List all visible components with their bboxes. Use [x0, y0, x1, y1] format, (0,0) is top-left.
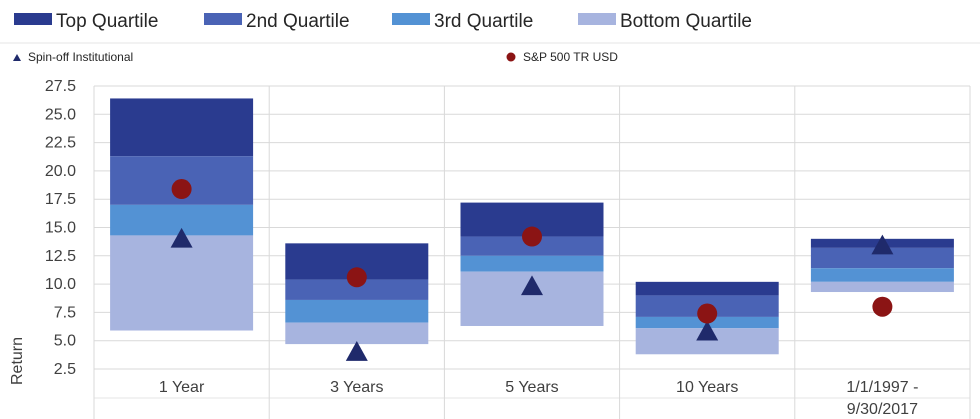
bottom-quartile-segment	[110, 235, 254, 331]
y-tick-label: 20.0	[45, 163, 76, 180]
legend-label: Spin-off Institutional	[28, 50, 133, 64]
legend-label: 2nd Quartile	[246, 11, 350, 32]
legend-label: Top Quartile	[56, 11, 158, 32]
quartile-bars	[110, 98, 954, 355]
y-axis-title: Return	[9, 337, 26, 385]
y-tick-label: 5.0	[54, 333, 76, 350]
top-quartile-segment	[110, 98, 254, 157]
legend-circle-icon	[506, 52, 516, 62]
x-tick-label: 5 Years	[505, 379, 558, 396]
sp500-marker	[697, 303, 718, 324]
sp500-marker	[346, 267, 367, 288]
x-tick-label: 10 Years	[676, 379, 738, 396]
y-tick-label: 12.5	[45, 248, 76, 265]
y-tick-label: 7.5	[54, 304, 76, 321]
x-tick-label: 1/1/1997 -9/30/2017	[846, 379, 918, 418]
legend-label: Bottom Quartile	[620, 11, 752, 32]
sp500-marker	[872, 296, 893, 317]
sp500-marker	[171, 179, 192, 200]
y-tick-label: 10.0	[45, 276, 76, 293]
legend-triangle-icon	[13, 54, 21, 61]
spin-off-institutional-marker	[345, 341, 368, 361]
legend-swatch	[578, 13, 616, 25]
bottom-quartile-segment	[285, 322, 429, 345]
spin-off-institutional-marker	[521, 275, 543, 296]
spin-off-institutional-marker	[871, 234, 894, 255]
markers	[170, 179, 894, 361]
legend-label: 3rd Quartile	[434, 11, 533, 32]
y-tick-label: 22.5	[45, 135, 76, 152]
legend-swatch	[392, 13, 430, 25]
y-tick-label: 17.5	[45, 191, 76, 208]
y-tick-label: 15.0	[45, 220, 76, 237]
x-axis: 1 Year 3 Years 5 Years 10 Years 1/1/1997 -9/…	[159, 379, 919, 418]
spin-off-institutional-marker	[170, 227, 193, 248]
legend-swatch	[204, 13, 242, 25]
third-quartile-segment	[460, 255, 604, 272]
legend-label: S&P 500 TR USD	[523, 50, 618, 64]
bottom-quartile-segment	[810, 281, 954, 293]
y-tick-label: 27.5	[45, 78, 76, 95]
x-tick-label: 3 Years	[330, 379, 383, 396]
y-tick-label: 2.5	[54, 361, 76, 378]
sp500-marker	[522, 226, 542, 247]
y-axis: 2.5 5.0 7.5 10.0 12.5 15.0 17.5 20.0 22.5 25.0 27.…	[45, 78, 76, 378]
legend: Top Quartile 2nd Quartile 3rd Quartile Bott…	[0, 11, 980, 64]
legend-swatch	[14, 13, 52, 25]
spin-off-institutional-marker	[696, 320, 719, 341]
third-quartile-segment	[285, 299, 429, 323]
x-tick-label: 1 Year	[159, 379, 205, 396]
y-tick-label: 25.0	[45, 106, 76, 123]
third-quartile-segment	[810, 268, 954, 282]
top-quartile-segment	[635, 281, 779, 296]
second-quartile-segment	[810, 247, 954, 269]
second-quartile-segment	[285, 279, 429, 300]
